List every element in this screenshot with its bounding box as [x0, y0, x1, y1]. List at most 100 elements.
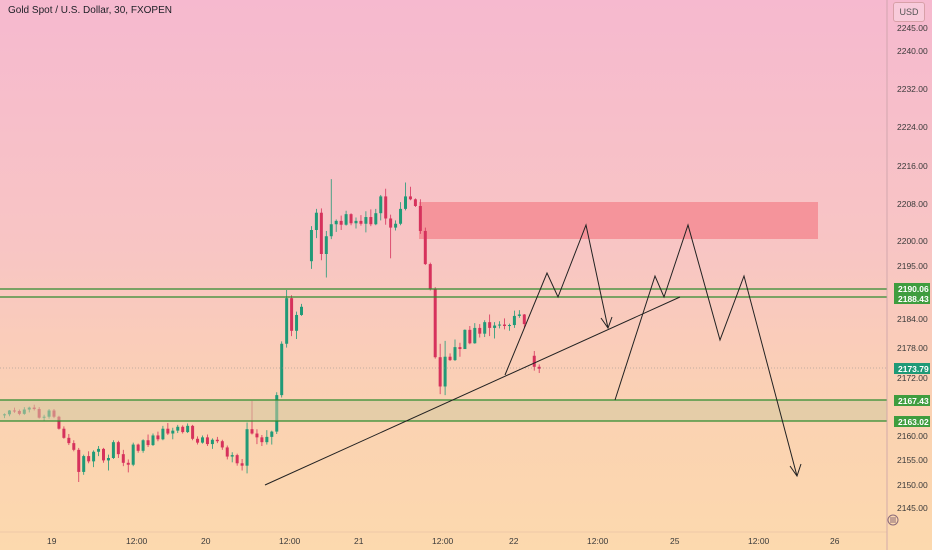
y-tick: 2224.00 [897, 122, 928, 132]
y-tick: 2208.00 [897, 199, 928, 209]
candle-body [448, 356, 452, 361]
price-label-bg [894, 293, 930, 304]
candle-body [106, 458, 110, 461]
candle-body [478, 327, 482, 334]
candle-body [532, 355, 536, 367]
y-tick: 2150.00 [897, 480, 928, 490]
price-label: 2190.06 [898, 284, 929, 294]
candle-body [255, 433, 259, 438]
y-tick: 2160.00 [897, 431, 928, 441]
candle-body [146, 440, 150, 446]
candle-body [72, 443, 76, 450]
candle-body [126, 462, 130, 465]
candle-body [230, 455, 234, 457]
candle-body [62, 428, 66, 438]
candle-body [522, 314, 526, 325]
candle-body [433, 289, 437, 358]
y-tick: 2155.00 [897, 455, 928, 465]
candle-body [468, 329, 472, 344]
candle-body [329, 224, 333, 237]
candle-body [379, 196, 383, 214]
candle-body [92, 451, 96, 462]
candle-body [537, 366, 541, 369]
candle-body [418, 206, 422, 231]
candle-body [389, 218, 393, 228]
candle-body [374, 213, 378, 225]
candle-body [260, 437, 264, 443]
time-axis[interactable]: 19 12:00 20 12:00 21 12:00 22 12:00 25 1… [47, 536, 840, 546]
candle-body [205, 437, 209, 445]
candle-body [121, 454, 125, 463]
candle-body [116, 442, 120, 455]
price-axis[interactable]: 2245.00 2240.00 2232.00 2224.00 2216.00 … [897, 23, 928, 513]
candle-body [324, 236, 328, 254]
candle-body [186, 425, 190, 433]
candle-body [408, 196, 412, 200]
candle-body [394, 223, 398, 228]
candle-body [67, 437, 71, 444]
candle-body [176, 426, 180, 431]
candle-body [369, 217, 373, 225]
x-tick: 20 [201, 536, 211, 546]
candle-body [82, 456, 86, 472]
candle-body [245, 429, 249, 466]
y-tick: 2216.00 [897, 161, 928, 171]
candle-body [220, 441, 224, 448]
y-tick: 2172.00 [897, 373, 928, 383]
x-tick: 12:00 [748, 536, 770, 546]
candle-body [290, 298, 294, 331]
y-tick: 2178.00 [897, 343, 928, 353]
candle-body [364, 217, 368, 224]
candle-body [512, 315, 516, 326]
x-tick: 22 [509, 536, 519, 546]
support-band [0, 400, 887, 421]
candle-body [111, 442, 115, 458]
candle-body [463, 329, 467, 350]
candle-body [503, 324, 506, 326]
candle-body [250, 429, 254, 434]
candle-body [413, 199, 417, 206]
candle-body [507, 325, 511, 327]
price-label-bg [894, 363, 930, 374]
projection-path-2 [614, 223, 798, 477]
x-tick: 12:00 [587, 536, 609, 546]
currency-selector[interactable]: USD [893, 2, 925, 22]
candle-body [171, 430, 175, 434]
candle-body [384, 196, 388, 219]
candle-body [453, 347, 457, 361]
candle-body [270, 431, 274, 437]
settings-icon[interactable] [887, 514, 899, 526]
candle-body [399, 208, 403, 224]
x-tick: 26 [830, 536, 840, 546]
candle-body [166, 428, 170, 434]
candle-body [210, 439, 214, 445]
y-tick: 2240.00 [897, 46, 928, 56]
candle-body [314, 212, 318, 230]
candle-body [438, 357, 442, 387]
candle-body [285, 298, 289, 344]
candle-body [483, 322, 487, 334]
y-tick: 2145.00 [897, 503, 928, 513]
candle-body [87, 456, 91, 462]
candle-body [225, 447, 229, 457]
candle-body [473, 327, 477, 344]
candle-body [359, 220, 363, 224]
resistance-zone [419, 202, 818, 239]
candle-body [423, 230, 427, 265]
price-label: 2188.43 [898, 294, 929, 304]
candle-body [309, 230, 313, 262]
candle-body [201, 437, 204, 443]
candle-body [517, 314, 521, 316]
candle-body [97, 448, 101, 452]
candle-body [156, 435, 160, 440]
candle-body [458, 347, 462, 350]
candle-body [141, 440, 145, 451]
candle-body [334, 220, 338, 225]
candle-body [191, 425, 195, 439]
x-tick: 12:00 [432, 536, 454, 546]
candle-body [196, 438, 200, 443]
candle-body [349, 214, 353, 224]
candle-body [131, 444, 135, 465]
candle-body [102, 448, 105, 461]
